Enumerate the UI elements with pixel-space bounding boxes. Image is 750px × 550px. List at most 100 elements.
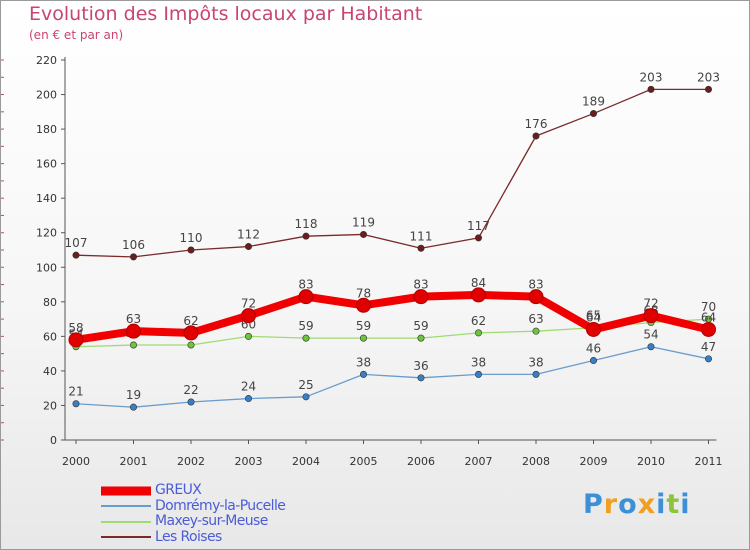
legend: GREUX Domrémy-la-Pucelle Maxey-sur-Meuse… [101,482,286,546]
point-maxey-sur-meuse [359,334,367,342]
point-les-roises [72,251,80,259]
data-label-domremy-la-pucelle: 54 [643,328,658,342]
data-label-greux: 83 [298,278,313,292]
point-greux [413,289,429,305]
point-greux [68,332,84,348]
point-maxey-sur-meuse [245,332,253,340]
data-label-les-roises: 203 [640,70,663,84]
point-greux [586,321,601,337]
point-maxey-sur-meuse [417,334,425,342]
point-les-roises [647,85,655,93]
point-maxey-sur-meuse [130,341,138,349]
x-tick-label: 2011 [695,455,723,468]
data-label-maxey-sur-meuse: 62 [471,314,486,328]
data-label-domremy-la-pucelle: 38 [471,355,486,369]
point-domremy-la-pucelle [72,400,80,408]
x-tick-label: 2006 [407,455,435,468]
data-label-domremy-la-pucelle: 38 [528,355,543,369]
y-tick-label: 120 [36,227,57,240]
chart-title: Evolution des Impôts locaux par Habitant [29,3,423,25]
x-tick-label: 2008 [522,455,550,468]
x-tick-label: 2005 [350,455,378,468]
y-tick-label: 0 [50,434,57,447]
point-domremy-la-pucelle [704,355,712,363]
proxiti-logo: Proxiti [583,489,691,520]
data-label-greux: 63 [126,312,141,326]
point-greux [298,289,314,305]
legend-swatch-greux [101,486,151,496]
data-label-greux: 72 [643,297,658,311]
point-greux [528,289,544,305]
point-domremy-la-pucelle [532,370,540,378]
data-label-greux: 72 [241,297,256,311]
point-greux [701,321,716,337]
point-les-roises [474,234,482,242]
y-tick-label: 80 [43,296,57,309]
legend-swatch-maxey [101,520,151,523]
x-tick-label: 2003 [235,455,263,468]
data-label-domremy-la-pucelle: 22 [183,383,198,397]
point-greux [126,323,141,339]
data-label-greux: 64 [701,310,716,324]
data-label-les-roises: 111 [410,229,433,243]
point-maxey-sur-meuse [532,327,540,335]
legend-label-maxey: Maxey-sur-Meuse [155,513,268,530]
point-domremy-la-pucelle [359,370,367,378]
data-label-greux: 78 [356,286,371,300]
series-line-domremy-la-pucelle [75,346,710,408]
legend-item-les-roises: Les Roises [101,528,285,546]
y-tick-label: 220 [36,54,57,67]
data-label-les-roises: 118 [295,217,318,231]
x-tick-label: 2001 [120,455,148,468]
legend-label-les-roises: Les Roises [155,528,222,545]
series-line-greux [72,290,713,344]
data-label-domremy-la-pucelle: 25 [298,378,313,392]
data-label-les-roises: 119 [352,215,375,229]
legend-swatch-domremy [101,505,151,508]
point-greux [241,308,256,324]
point-domremy-la-pucelle [130,403,138,411]
point-greux [643,308,659,324]
data-label-les-roises: 117 [467,219,490,233]
point-domremy-la-pucelle [245,395,253,403]
y-tick-label: 60 [43,330,57,343]
point-greux [183,325,199,341]
point-les-roises [704,85,712,93]
x-tick-label: 2010 [637,455,665,468]
point-domremy-la-pucelle [417,374,425,382]
data-label-domremy-la-pucelle: 19 [126,388,141,402]
data-label-les-roises: 110 [180,231,203,245]
point-domremy-la-pucelle [474,370,482,378]
data-label-domremy-la-pucelle: 21 [68,385,83,399]
point-les-roises [589,110,597,118]
point-domremy-la-pucelle [187,398,195,406]
point-les-roises [245,243,253,251]
logo-letter: t [666,489,681,520]
data-label-domremy-la-pucelle: 38 [356,355,371,369]
point-les-roises [302,232,310,240]
data-label-greux: 84 [471,276,486,290]
point-greux [471,287,486,303]
legend-label-greux: GREUX [155,482,202,499]
data-label-domremy-la-pucelle: 24 [241,380,256,394]
data-label-maxey-sur-meuse: 59 [298,319,313,333]
point-greux [356,297,371,313]
data-label-maxey-sur-meuse: 59 [413,319,428,333]
x-tick-label: 2002 [177,455,205,468]
point-les-roises [532,132,540,140]
x-tick-label: 2000 [62,455,90,468]
x-tick-label: 2004 [292,455,320,468]
x-tick-label: 2009 [580,455,608,468]
chart-subtitle: (en € et par an) [29,28,124,42]
data-label-les-roises: 106 [122,238,145,252]
legend-item-domremy: Domrémy-la-Pucelle [101,498,286,515]
data-label-domremy-la-pucelle: 36 [413,359,428,373]
data-label-les-roises: 203 [697,70,720,84]
data-label-greux: 64 [586,310,601,324]
point-les-roises [417,244,425,252]
logo-letter: r [603,489,619,520]
data-label-greux: 83 [528,278,543,292]
point-maxey-sur-meuse [187,341,195,349]
point-domremy-la-pucelle [302,393,310,401]
